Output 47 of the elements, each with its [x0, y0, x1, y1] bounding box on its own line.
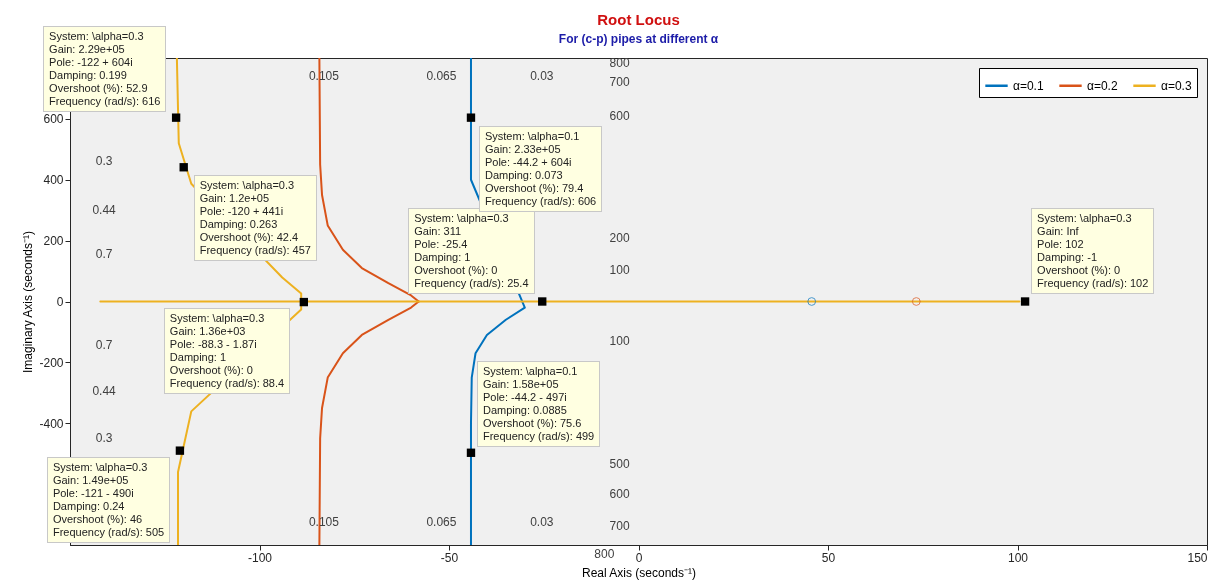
- legend-label: α=0.1: [1013, 78, 1044, 93]
- legend-label: α=0.3: [1161, 78, 1192, 93]
- annotation: System: \alpha=0.3 Gain: 311 Pole: -25.4 Damping: 1 Overshoot (%): 0 Frequency (rad/s): 25.4: [408, 207, 535, 294]
- x-tick-label: 150: [1187, 550, 1208, 565]
- y-tick-label: -200: [39, 355, 64, 370]
- y-tick-label: 400: [43, 173, 64, 188]
- x-tick-label: 50: [821, 550, 836, 565]
- annotation: 100: [609, 334, 630, 349]
- x-axis-title: Real Axis (seconds⁻¹): [581, 565, 697, 580]
- annotation: 0.03: [530, 515, 554, 530]
- annotation: System: \alpha=0.3 Gain: 1.49e+05 Pole: -121 - 490i Damping: 0.24 Overshoot (%): 46 Frequency (rad/s): 505: [46, 456, 171, 543]
- annotation: 0.7: [95, 338, 113, 353]
- y-tick-label: -400: [39, 416, 64, 431]
- x-tick-label: -50: [440, 550, 459, 565]
- annotation: System: \alpha=0.3 Gain: 2.29e+05 Pole: -122 + 604i Damping: 0.199 Overshoot (%): 52.9 Frequency (rad/s): 616: [43, 25, 167, 112]
- annotation: System: \alpha=0.3 Gain: Inf Pole: 102 Damping: -1 Overshoot (%): 0 Frequency (rad/s): 102: [1031, 207, 1155, 294]
- chart-subtitle: For (c-p) pipes at different α: [558, 31, 719, 46]
- annotation: 500: [609, 457, 630, 472]
- annotation: System: \alpha=0.3 Gain: 1.2e+05 Pole: -120 + 441i Damping: 0.263 Overshoot (%): 42.4 Frequency (rad/s): 457: [193, 175, 317, 262]
- annotation: 800: [609, 55, 630, 70]
- annotation: 0.3: [95, 153, 113, 168]
- annotation: 100: [609, 262, 630, 277]
- text: 800: [594, 547, 615, 562]
- annotation: 0.065: [426, 68, 457, 83]
- x-tick-label: 100: [1007, 550, 1029, 565]
- y-tick-label: 0: [56, 295, 64, 309]
- annotation: System: \alpha=0.1 Gain: 1.58e+05 Pole: -44.2 - 497i Damping: 0.0885 Overshoot (%): 75.6 Frequency (rad/s): 499: [476, 360, 601, 447]
- annotation: 600: [609, 487, 630, 502]
- legend-label: α=0.2: [1087, 78, 1118, 93]
- y-tick-label: 600: [43, 112, 64, 127]
- annotation: 700: [609, 74, 630, 89]
- annotation: 0.7: [95, 246, 113, 261]
- y-tick-label: 200: [43, 234, 64, 249]
- annotation: 0.03: [530, 68, 554, 83]
- chart-title: Root Locus: [597, 10, 680, 28]
- x-tick-label: 0: [635, 550, 643, 565]
- annotation: 600: [609, 108, 630, 123]
- annotation: 0.44: [92, 384, 117, 399]
- annotation: 0.3: [95, 431, 113, 446]
- annotation: 0.065: [426, 515, 457, 530]
- annotation: 200: [609, 231, 630, 246]
- annotation: 0.44: [92, 202, 117, 217]
- annotation: System: \alpha=0.3 Gain: 1.36e+03 Pole: -88.3 - 1.87i Damping: 1 Overshoot (%): 0 Frequency (rad/s): 88.4: [163, 308, 291, 395]
- annotation: 700: [609, 518, 630, 533]
- annotation: System: \alpha=0.1 Gain: 2.33e+05 Pole: -44.2 + 604i Damping: 0.073 Overshoot (%): 79.4 Frequency (rad/s): 606: [478, 125, 603, 212]
- y-axis-title: Imaginary Axis (seconds⁻¹): [21, 230, 36, 374]
- x-tick-label: -100: [247, 550, 273, 565]
